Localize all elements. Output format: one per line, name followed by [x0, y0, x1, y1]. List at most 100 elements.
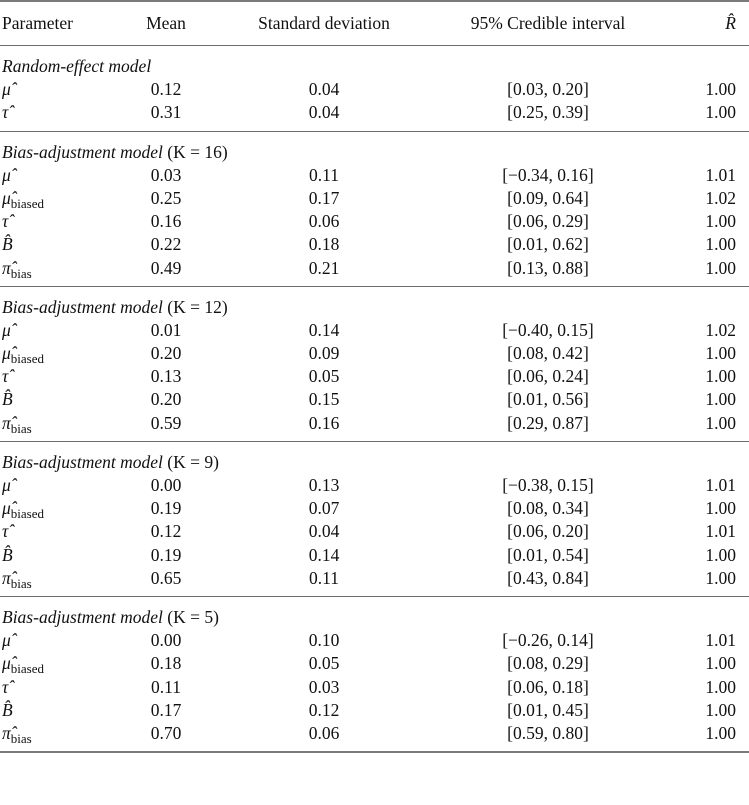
parameter-cell: B̂	[2, 233, 13, 261]
rhat-cell: 1.00	[705, 699, 736, 720]
sd-cell: 0.05	[308, 653, 340, 674]
mean-cell: 0.12	[150, 79, 182, 100]
parameter-cell: B̂	[2, 544, 13, 572]
parameter-symbol: τ̂	[2, 102, 9, 123]
rhat-cell: 1.00	[705, 102, 736, 123]
mean-cell: 0.03	[150, 164, 182, 185]
rhat-cell: 1.00	[705, 257, 736, 278]
parameter-cell: μ̂biased	[2, 187, 44, 215]
rhat-cell: 1.02	[705, 187, 736, 208]
parameter-symbol: μ̂	[2, 319, 11, 340]
section-k-value: (K = 5)	[162, 606, 219, 627]
parameter-symbol: B̂	[2, 234, 13, 255]
rhat-cell: 1.01	[705, 475, 736, 495]
section-title-text: Bias-adjustment model	[2, 606, 163, 627]
ci-cell: [0.09, 0.64]	[507, 187, 589, 208]
section-rule	[0, 440, 749, 442]
parameter-cell: π̂bias	[2, 257, 32, 285]
section-title-text: Bias-adjustment model	[2, 296, 163, 317]
ci-cell: [0.06, 0.24]	[507, 366, 589, 387]
parameter-cell: τ̂	[2, 365, 8, 393]
mean-cell: 0.16	[150, 211, 182, 232]
table-section: Bias-adjustment model (K = 16) μ̂ 0.03 0…	[0, 132, 749, 287]
sd-cell: 0.21	[308, 257, 340, 278]
ci-cell: [0.08, 0.42]	[507, 343, 589, 364]
parameter-symbol: μ̂	[2, 343, 11, 364]
sd-cell: 0.11	[309, 567, 339, 588]
section-rule	[0, 751, 749, 754]
top-rule	[0, 0, 749, 2]
parameter-symbol: B̂	[2, 699, 13, 720]
mean-cell: 0.59	[150, 412, 182, 433]
parameter-cell: τ̂	[2, 676, 8, 704]
table-section: Random-effect model μ̂ 0.12 0.04 [0.03, …	[0, 46, 749, 132]
mean-cell: 0.20	[150, 389, 182, 410]
table-row: μ̂ 0.01 0.14 [−0.40, 0.15] 1.02	[0, 319, 749, 342]
sd-cell: 0.10	[308, 630, 340, 651]
section-title-text: Random-effect model	[2, 56, 152, 76]
parameter-symbol: π̂	[2, 722, 11, 743]
sd-cell: 0.09	[308, 343, 340, 364]
table-row: μ̂ 0.00 0.10 [−0.26, 0.14] 1.01	[0, 629, 749, 652]
sd-cell: 0.07	[308, 498, 340, 519]
ci-cell: [0.01, 0.56]	[507, 389, 589, 410]
parameter-subscript: biased	[10, 661, 45, 677]
sd-cell: 0.06	[308, 211, 340, 232]
rhat-cell: 1.00	[705, 211, 736, 232]
ci-cell: [0.03, 0.20]	[507, 79, 589, 100]
sd-cell: 0.12	[308, 699, 340, 720]
parameter-subscript: bias	[10, 730, 32, 746]
ci-cell: [−0.40, 0.15]	[502, 319, 594, 340]
parameter-subscript: biased	[10, 351, 45, 367]
parameter-cell: μ̂	[2, 78, 11, 106]
ci-cell: [0.43, 0.84]	[507, 567, 589, 588]
parameter-symbol: μ̂	[2, 498, 11, 519]
section-title: Bias-adjustment model (K = 16)	[2, 141, 228, 164]
table-row: τ̂ 0.12 0.04 [0.06, 0.20] 1.01	[0, 520, 749, 543]
ci-cell: [0.13, 0.88]	[507, 257, 589, 278]
parameter-cell: τ̂	[2, 101, 8, 129]
mean-cell: 0.20	[150, 343, 182, 364]
parameter-cell: μ̂biased	[2, 652, 44, 680]
ci-cell: [0.29, 0.87]	[507, 412, 589, 433]
table-body: Random-effect model μ̂ 0.12 0.04 [0.03, …	[0, 46, 749, 754]
table-row: B̂ 0.20 0.15 [0.01, 0.56] 1.00	[0, 388, 749, 411]
sd-cell: 0.06	[308, 722, 340, 743]
ci-cell: [0.01, 0.45]	[507, 699, 589, 720]
section-title: Bias-adjustment model (K = 5)	[2, 606, 219, 629]
parameter-subscript: bias	[10, 575, 32, 591]
parameter-symbol: μ̂	[2, 653, 11, 674]
table-row: τ̂ 0.11 0.03 [0.06, 0.18] 1.00	[0, 676, 749, 699]
mean-cell: 0.49	[150, 257, 182, 278]
sd-cell: 0.18	[308, 234, 340, 255]
mean-cell: 0.70	[150, 722, 182, 743]
sd-cell: 0.11	[309, 164, 339, 185]
sd-cell: 0.16	[308, 412, 340, 433]
ci-cell: [0.01, 0.62]	[507, 234, 589, 255]
parameter-cell: μ̂	[2, 319, 11, 347]
rhat-cell: 1.00	[705, 389, 736, 410]
ci-cell: [0.01, 0.54]	[507, 544, 589, 565]
parameter-symbol: τ̂	[2, 366, 9, 387]
parameter-symbol: μ̂	[2, 164, 11, 185]
table-row: μ̂biased 0.25 0.17 [0.09, 0.64] 1.02	[0, 187, 749, 211]
parameter-symbol: τ̂	[2, 211, 9, 232]
table-section: Bias-adjustment model (K = 12) μ̂ 0.01 0…	[0, 287, 749, 442]
ci-cell: [−0.34, 0.16]	[502, 164, 594, 185]
ci-cell: [0.25, 0.39]	[507, 102, 589, 123]
table-row: π̂bias 0.59 0.16 [0.29, 0.87] 1.00	[0, 412, 749, 436]
table-row: π̂bias 0.49 0.21 [0.13, 0.88] 1.00	[0, 257, 749, 281]
section-title: Bias-adjustment model (K = 9)	[2, 451, 219, 474]
parameter-subscript: biased	[10, 506, 45, 522]
sd-cell: 0.05	[308, 366, 340, 387]
mean-cell: 0.19	[150, 544, 182, 565]
ci-cell: [0.08, 0.29]	[507, 653, 589, 674]
section-title-text: Bias-adjustment model	[2, 451, 163, 472]
sd-cell: 0.04	[308, 102, 340, 123]
table-row: B̂ 0.17 0.12 [0.01, 0.45] 1.00	[0, 699, 749, 722]
section-title-text: Bias-adjustment model	[2, 141, 163, 162]
section-header-row: Bias-adjustment model (K = 9)	[0, 451, 749, 474]
section-k-value: (K = 12)	[162, 296, 228, 317]
parameter-cell: B̂	[2, 699, 13, 727]
mean-cell: 0.31	[150, 102, 182, 123]
